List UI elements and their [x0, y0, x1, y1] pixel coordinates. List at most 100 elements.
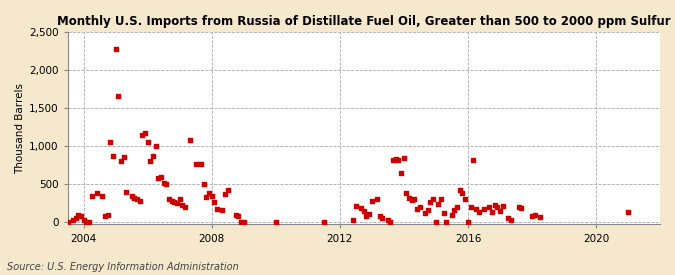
Point	[113, 94, 124, 98]
Point	[388, 158, 399, 162]
Point	[497, 204, 508, 208]
Point	[526, 214, 537, 218]
Point	[196, 162, 207, 167]
Point	[126, 193, 137, 198]
Point	[449, 208, 460, 212]
Point	[142, 139, 153, 144]
Point	[55, 153, 65, 157]
Point	[423, 208, 433, 212]
Point	[49, 80, 60, 84]
Point	[441, 220, 452, 224]
Point	[190, 162, 201, 167]
Point	[529, 212, 540, 217]
Point	[516, 206, 526, 211]
Point	[68, 218, 79, 222]
Point	[495, 208, 506, 213]
Point	[132, 197, 142, 202]
Point	[393, 158, 404, 162]
Point	[404, 196, 414, 200]
Point	[460, 196, 470, 201]
Point	[452, 205, 463, 209]
Point	[201, 195, 212, 199]
Point	[185, 138, 196, 142]
Point	[412, 207, 423, 211]
Point	[473, 209, 484, 214]
Point	[217, 208, 228, 212]
Point	[385, 220, 396, 224]
Point	[425, 200, 436, 205]
Point	[484, 205, 495, 209]
Point	[358, 208, 369, 213]
Point	[198, 182, 209, 186]
Point	[479, 207, 489, 211]
Point	[52, 150, 63, 154]
Point	[161, 182, 172, 186]
Point	[409, 197, 420, 202]
Point	[129, 196, 140, 200]
Point	[108, 154, 119, 158]
Point	[439, 211, 450, 215]
Point	[420, 211, 431, 215]
Point	[356, 206, 367, 211]
Y-axis label: Thousand Barrels: Thousand Barrels	[15, 83, 25, 174]
Point	[428, 197, 439, 202]
Title: Monthly U.S. Imports from Russia of Distillate Fuel Oil, Greater than 500 to 200: Monthly U.S. Imports from Russia of Dist…	[57, 15, 671, 28]
Point	[153, 176, 164, 180]
Point	[103, 212, 113, 217]
Point	[220, 192, 231, 196]
Point	[489, 203, 500, 208]
Point	[470, 207, 481, 211]
Point	[167, 199, 178, 203]
Point	[367, 199, 377, 203]
Point	[361, 214, 372, 218]
Point	[406, 198, 417, 202]
Point	[164, 196, 175, 201]
Point	[462, 220, 473, 224]
Point	[465, 205, 476, 209]
Point	[97, 193, 108, 198]
Point	[622, 210, 633, 214]
Point	[398, 155, 409, 160]
Point	[271, 220, 281, 224]
Point	[116, 159, 127, 164]
Point	[81, 220, 92, 224]
Point	[111, 46, 122, 51]
Point	[383, 218, 394, 222]
Point	[396, 171, 407, 176]
Point	[134, 199, 145, 203]
Point	[73, 212, 84, 217]
Point	[503, 216, 514, 221]
Point	[454, 188, 465, 192]
Point	[350, 204, 361, 208]
Point	[86, 193, 97, 198]
Point	[233, 214, 244, 218]
Point	[212, 207, 223, 211]
Point	[457, 191, 468, 196]
Point	[230, 212, 241, 217]
Point	[414, 205, 425, 209]
Point	[204, 191, 215, 196]
Point	[236, 220, 246, 224]
Point	[447, 212, 458, 217]
Point	[156, 175, 167, 180]
Point	[433, 202, 444, 206]
Point	[372, 196, 383, 201]
Point	[513, 205, 524, 209]
Point	[238, 220, 249, 224]
Point	[100, 214, 111, 218]
Point	[148, 154, 159, 158]
Point	[487, 209, 497, 214]
Point	[207, 193, 217, 198]
Point	[172, 201, 183, 205]
Point	[174, 197, 185, 202]
Point	[431, 220, 441, 224]
Point	[209, 200, 220, 205]
Point	[84, 220, 95, 224]
Point	[159, 181, 169, 186]
Point	[364, 212, 375, 216]
Point	[145, 159, 156, 164]
Point	[348, 218, 358, 222]
Point	[121, 189, 132, 194]
Point	[492, 205, 503, 209]
Point	[140, 131, 151, 135]
